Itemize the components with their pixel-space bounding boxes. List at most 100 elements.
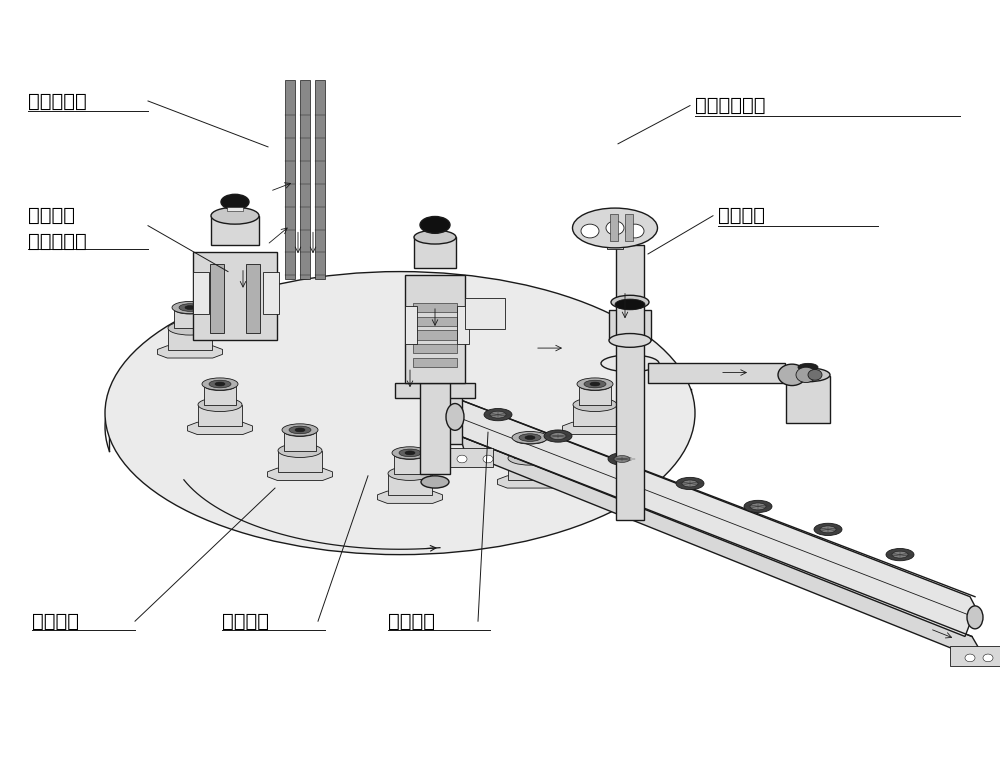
Ellipse shape xyxy=(608,453,636,465)
Ellipse shape xyxy=(168,321,212,335)
Ellipse shape xyxy=(525,436,535,439)
Bar xyxy=(227,207,243,211)
Polygon shape xyxy=(388,474,432,495)
Ellipse shape xyxy=(967,606,983,629)
Circle shape xyxy=(606,221,624,235)
Circle shape xyxy=(483,455,493,463)
Bar xyxy=(413,344,457,353)
Polygon shape xyxy=(562,422,628,435)
Polygon shape xyxy=(648,363,785,382)
Bar xyxy=(246,264,260,333)
Ellipse shape xyxy=(490,412,506,418)
Ellipse shape xyxy=(798,363,818,371)
Polygon shape xyxy=(204,386,236,405)
Polygon shape xyxy=(448,390,462,444)
Bar xyxy=(610,214,618,241)
Bar xyxy=(193,272,209,314)
Ellipse shape xyxy=(185,305,195,309)
Polygon shape xyxy=(158,346,222,358)
Ellipse shape xyxy=(284,427,316,436)
Ellipse shape xyxy=(750,503,766,510)
Circle shape xyxy=(778,364,806,386)
Ellipse shape xyxy=(388,467,432,480)
Text: 换向片插入: 换向片插入 xyxy=(28,92,87,110)
Ellipse shape xyxy=(215,382,225,386)
Ellipse shape xyxy=(577,378,613,390)
Bar xyxy=(263,272,279,314)
Ellipse shape xyxy=(508,451,552,465)
Bar xyxy=(285,80,295,279)
Circle shape xyxy=(796,367,816,382)
Ellipse shape xyxy=(105,272,695,555)
Polygon shape xyxy=(211,216,259,245)
Ellipse shape xyxy=(289,426,311,434)
Polygon shape xyxy=(498,476,562,488)
Ellipse shape xyxy=(519,434,541,441)
Bar xyxy=(420,382,450,474)
Polygon shape xyxy=(455,398,980,636)
Ellipse shape xyxy=(209,380,231,388)
Ellipse shape xyxy=(484,409,512,421)
Ellipse shape xyxy=(179,304,201,311)
Polygon shape xyxy=(278,451,322,472)
Ellipse shape xyxy=(615,299,645,310)
Polygon shape xyxy=(284,431,316,451)
Ellipse shape xyxy=(278,444,322,457)
Ellipse shape xyxy=(682,480,698,487)
Bar xyxy=(300,80,310,279)
Text: 成品输出: 成品输出 xyxy=(388,612,435,630)
Bar xyxy=(786,376,830,423)
Ellipse shape xyxy=(420,216,450,233)
Bar xyxy=(315,80,325,279)
Ellipse shape xyxy=(609,334,651,347)
Ellipse shape xyxy=(202,378,238,390)
Ellipse shape xyxy=(601,355,659,372)
Polygon shape xyxy=(573,405,617,426)
Text: 工位周转: 工位周转 xyxy=(32,612,79,630)
Ellipse shape xyxy=(295,428,305,431)
Polygon shape xyxy=(579,386,611,405)
Ellipse shape xyxy=(886,549,914,561)
Ellipse shape xyxy=(172,301,208,314)
Text: 芯体定位检测: 芯体定位检测 xyxy=(695,96,766,115)
Ellipse shape xyxy=(814,523,842,535)
Ellipse shape xyxy=(414,230,456,244)
Ellipse shape xyxy=(584,380,606,388)
Text: 料撑开套合: 料撑开套合 xyxy=(28,232,87,250)
Circle shape xyxy=(457,455,467,463)
Bar xyxy=(193,252,277,340)
Polygon shape xyxy=(174,309,206,328)
Bar xyxy=(413,330,457,340)
Ellipse shape xyxy=(786,368,830,382)
Ellipse shape xyxy=(211,207,259,224)
Ellipse shape xyxy=(514,435,546,444)
Bar xyxy=(413,303,457,312)
Circle shape xyxy=(965,654,975,662)
Bar xyxy=(405,306,417,344)
Bar xyxy=(210,264,224,333)
Polygon shape xyxy=(188,422,252,435)
Bar xyxy=(395,382,475,398)
Bar xyxy=(465,298,505,329)
Polygon shape xyxy=(609,310,651,340)
Bar xyxy=(616,245,644,520)
Bar xyxy=(950,646,1000,666)
Text: 成品夹取: 成品夹取 xyxy=(222,612,269,630)
Ellipse shape xyxy=(676,477,704,490)
Ellipse shape xyxy=(892,551,908,558)
Ellipse shape xyxy=(512,431,548,444)
Ellipse shape xyxy=(394,450,426,459)
Text: 芯体上料: 芯体上料 xyxy=(718,207,765,225)
Circle shape xyxy=(626,224,644,238)
Polygon shape xyxy=(198,405,242,426)
Ellipse shape xyxy=(614,456,630,462)
Circle shape xyxy=(581,224,599,238)
Bar xyxy=(607,230,623,249)
Ellipse shape xyxy=(573,398,617,412)
Ellipse shape xyxy=(744,500,772,513)
Ellipse shape xyxy=(579,381,611,391)
Bar xyxy=(413,317,457,326)
Ellipse shape xyxy=(446,404,464,430)
Circle shape xyxy=(983,654,993,662)
Ellipse shape xyxy=(550,433,566,439)
